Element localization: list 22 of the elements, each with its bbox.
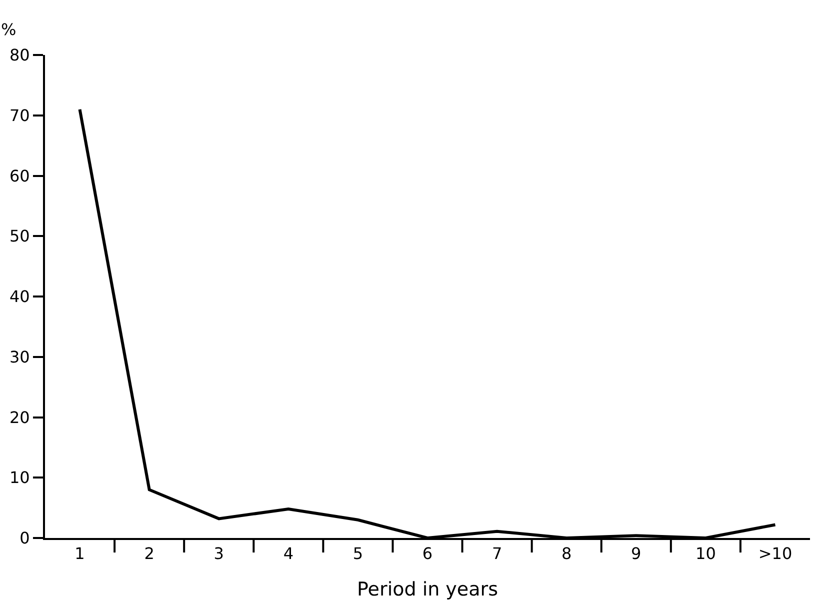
x-tick-label: 1 — [74, 544, 85, 564]
y-tick-label: 10 — [9, 468, 30, 488]
y-tick-label: 30 — [9, 347, 30, 366]
y-tick-label: 50 — [9, 226, 30, 246]
x-axis-title: Period in years — [357, 578, 498, 600]
x-tick-label: 6 — [422, 544, 433, 564]
x-tick-label: 7 — [492, 544, 502, 564]
y-tick-label: 60 — [9, 166, 30, 186]
x-tick-label: 4 — [283, 544, 294, 564]
x-tick-label: 8 — [561, 544, 572, 564]
y-tick-label: 70 — [9, 106, 30, 125]
y-tick-label: 0 — [20, 528, 30, 548]
x-tick-label: 10 — [696, 544, 716, 564]
y-tick-label: 80 — [9, 46, 30, 65]
y-axis-title: % — [1, 20, 16, 39]
x-tick-label: >10 — [758, 544, 792, 564]
y-tick-label: 20 — [9, 408, 30, 427]
y-tick-label: 40 — [9, 287, 30, 306]
x-tick-label: 2 — [144, 544, 154, 564]
x-tick-label: 3 — [214, 544, 224, 564]
x-tick-label: 5 — [352, 544, 364, 564]
x-tick-label: 9 — [631, 544, 642, 564]
